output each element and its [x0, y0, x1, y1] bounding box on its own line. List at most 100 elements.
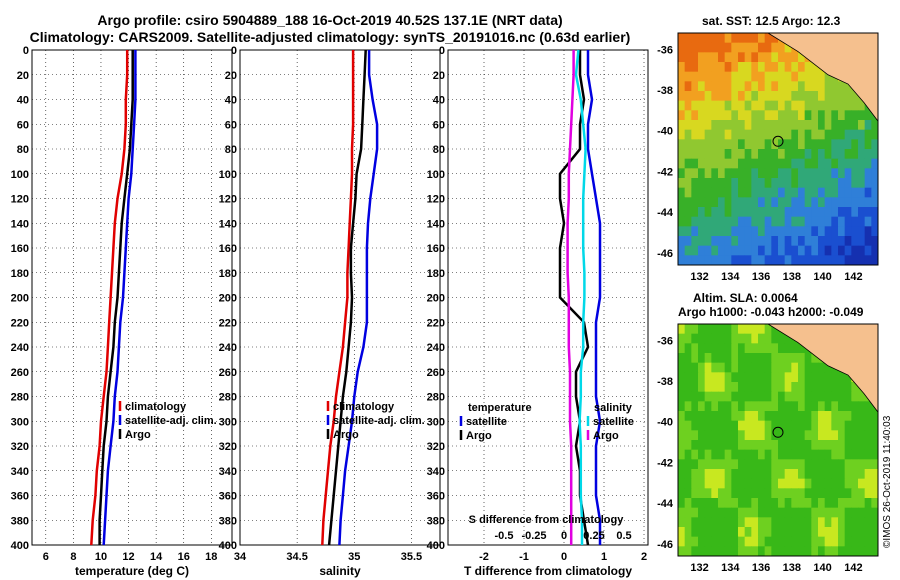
map-cell: [851, 129, 859, 140]
map-cell: [724, 216, 732, 227]
map-cell: [838, 158, 846, 169]
map-cell: [704, 139, 712, 150]
map-cell: [791, 536, 799, 547]
map-cell: [684, 110, 692, 121]
map-cell: [744, 430, 752, 441]
map-cell: [798, 62, 806, 73]
map-cell: [804, 411, 812, 422]
map-cell: [711, 139, 719, 150]
map-cell: [778, 91, 786, 102]
map-cell: [864, 488, 872, 499]
map-cell: [718, 245, 726, 256]
map-cell: [804, 469, 812, 480]
map-cell: [718, 226, 726, 237]
map-cell: [718, 255, 726, 266]
map-cell: [851, 255, 859, 266]
map-cell: [798, 391, 806, 402]
map-cell: [784, 236, 792, 247]
map-cell: [711, 440, 719, 451]
map-cell: [684, 187, 692, 198]
map-cell: [724, 62, 732, 73]
y-tick-label: 280: [11, 392, 29, 404]
map-cell: [731, 401, 739, 412]
map-cell: [724, 469, 732, 480]
map-cell: [838, 216, 846, 227]
map-lon-tick-label: 138: [783, 271, 801, 283]
y-tick-label: 180: [219, 268, 237, 280]
map-cell: [818, 187, 826, 198]
map-cell: [778, 372, 786, 383]
map-cell: [811, 178, 819, 189]
map-cell: [758, 449, 766, 460]
map-cell: [704, 353, 712, 364]
map-cell: [778, 158, 786, 169]
map-cell: [858, 517, 866, 528]
map-cell: [804, 420, 812, 431]
map-cell: [711, 517, 719, 528]
map-cell: [744, 546, 752, 557]
map-cell: [818, 197, 826, 208]
map-cell: [871, 245, 879, 256]
map-cell: [851, 536, 859, 547]
map-cell: [744, 255, 752, 266]
series-argo: [98, 50, 134, 545]
map-cell: [724, 226, 732, 237]
map-cell: [704, 110, 712, 121]
map-cell: [838, 207, 846, 218]
map-cell: [711, 527, 719, 538]
map-cell: [678, 411, 686, 422]
map-cell: [724, 478, 732, 489]
map-cell: [771, 187, 779, 198]
series-climatology: [90, 50, 129, 546]
map-cell: [791, 52, 799, 63]
map-cell: [731, 52, 739, 63]
map-cell: [844, 488, 852, 499]
map-cell: [811, 411, 819, 422]
map-cell: [678, 353, 686, 364]
y-tick-label: 360: [427, 491, 445, 503]
y-tick-label: 60: [225, 119, 237, 131]
map-cell: [824, 430, 832, 441]
map-cell: [778, 449, 786, 460]
map-cell: [724, 139, 732, 150]
map-cell: [851, 226, 859, 237]
map-cell: [811, 129, 819, 140]
map-cell: [738, 178, 746, 189]
map-cell: [758, 488, 766, 499]
map-cell: [704, 187, 712, 198]
map-cell: [831, 207, 839, 218]
map-cell: [678, 536, 686, 547]
map-cell: [784, 546, 792, 557]
map-cell: [731, 527, 739, 538]
map-cell: [851, 216, 859, 227]
map-cell: [851, 245, 859, 256]
map-cell: [738, 333, 746, 344]
map-cell: [824, 129, 832, 140]
map-cell: [724, 372, 732, 383]
map-cell: [784, 333, 792, 344]
map-cell: [711, 120, 719, 131]
map-cell: [844, 139, 852, 150]
map-cell: [771, 517, 779, 528]
map-cell: [784, 149, 792, 160]
map-cell: [691, 81, 699, 92]
map-cell: [684, 488, 692, 499]
map-cell: [751, 236, 759, 247]
map-cell: [704, 546, 712, 557]
map-cell: [838, 187, 846, 198]
map-cell: [744, 382, 752, 393]
map-cell: [844, 498, 852, 509]
map-cell: [804, 353, 812, 364]
map-cell: [711, 71, 719, 82]
map-cell: [871, 478, 879, 489]
map-cell: [798, 52, 806, 63]
map-cell: [791, 245, 799, 256]
map-cell: [698, 129, 706, 140]
map-cell: [718, 236, 726, 247]
map-cell: [744, 226, 752, 237]
legend-title: temperature: [468, 402, 532, 414]
map-cell: [764, 42, 772, 53]
map-cell: [858, 391, 866, 402]
map-cell: [704, 120, 712, 131]
map-cell: [764, 343, 772, 354]
